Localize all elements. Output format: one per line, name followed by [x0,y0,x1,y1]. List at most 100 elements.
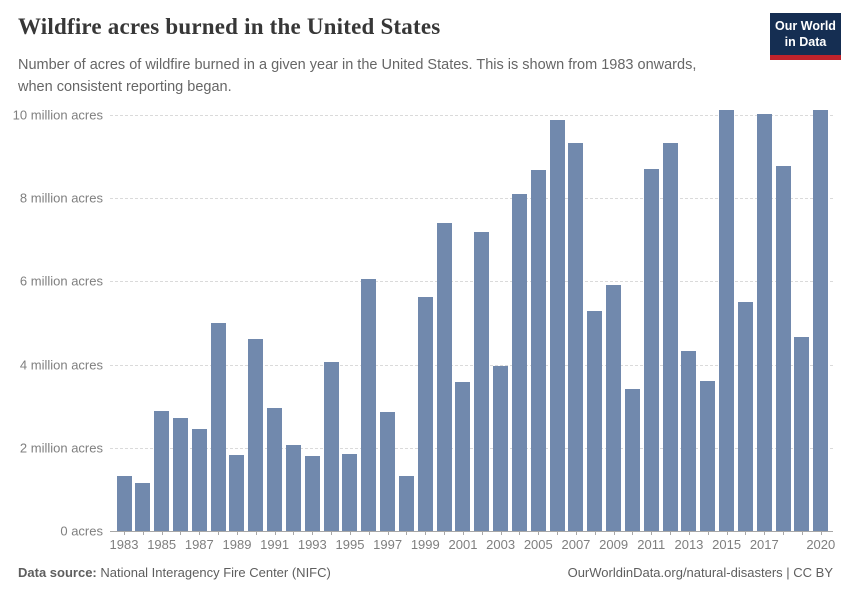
bar-1999[interactable] [417,296,433,531]
bar-1992[interactable] [285,444,301,531]
bar-1984[interactable] [135,483,151,531]
x-axis-tick [387,531,389,535]
bar-1993[interactable] [304,456,320,531]
x-axis-tick [613,531,615,535]
x-axis-tick [124,531,125,535]
x-axis-tick-label: 2001 [448,537,478,552]
x-axis-tick [538,531,540,535]
bar-2020[interactable] [813,109,829,531]
y-gridline [110,447,833,449]
x-axis-tick [218,531,220,535]
bar-1998[interactable] [398,475,414,531]
bar-2019[interactable] [794,336,810,531]
x-axis-tick-label: 1987 [184,537,214,552]
y-gridline [110,115,833,116]
x-axis-tick [425,531,427,535]
x-axis-tick-label: 1995 [335,537,365,552]
bar-2018[interactable] [775,166,791,531]
x-axis-tick-label: 1985 [147,537,177,552]
bar-2014[interactable] [700,381,716,531]
x-axis-tick [557,531,559,535]
y-axis-tick-label: 10 million acres [12,107,103,123]
x-axis-tick-label: 2003 [486,537,516,552]
credit-license-link[interactable]: CC BY [793,565,833,580]
y-axis-tick-label: 2 million acres [19,440,103,456]
x-axis-tick [764,531,766,535]
bar-1996[interactable] [361,278,377,531]
bar-2003[interactable] [493,366,509,531]
x-axis-tick [406,531,408,535]
bar-2002[interactable] [474,232,490,531]
owid-logo-line1: Our World [775,19,836,33]
bar-chart-plot: 0 acres 2 million acres 4 million acres 6 m… [0,100,850,560]
bar-2011[interactable] [643,168,659,531]
x-axis-tick-label: 2017 [749,537,779,552]
x-axis-tick [594,531,596,535]
x-axis-tick [783,531,785,535]
y-gridline [110,281,833,283]
bar-2013[interactable] [681,351,697,531]
bar-1987[interactable] [191,429,207,531]
bar-2000[interactable] [436,223,452,531]
x-axis-tick [274,531,276,535]
x-axis-tick-label: 1997 [373,537,403,552]
chart-subtitle: Number of acres of wildfire burned in a … [18,57,697,95]
x-axis-tick [368,531,370,535]
bar-1989[interactable] [229,454,245,531]
x-axis-tick-label: 2009 [599,537,629,552]
x-axis-tick [481,531,483,535]
x-axis-tick [500,531,502,535]
page-title: Wildfire acres burned in the United Stat… [18,14,441,39]
x-axis-tick [161,531,163,535]
bar-2012[interactable] [662,143,678,531]
bar-2015[interactable] [719,109,735,531]
x-axis-tick-label: 2007 [561,537,591,552]
owid-logo[interactable]: Our World in Data [770,13,841,60]
bar-2008[interactable] [587,310,603,531]
bar-2005[interactable] [530,169,546,531]
bar-2007[interactable] [568,142,584,531]
x-axis-tick-label: 1991 [260,537,290,552]
data-source-value: National Interagency Fire Center (NIFC) [96,565,331,580]
x-axis-tick [444,531,446,535]
credit-url-link[interactable]: OurWorldinData.org/natural-disasters [567,565,783,580]
bar-2010[interactable] [624,388,640,531]
bar-1983[interactable] [116,475,132,531]
x-axis-tick [331,531,333,535]
bar-1994[interactable] [323,361,339,531]
x-axis-tick-label: 2005 [523,537,553,552]
chart-footer: Data source: National Interagency Fire C… [18,565,833,580]
x-axis-tick [349,531,351,535]
bar-1997[interactable] [380,412,396,531]
x-axis-tick-label: 2015 [712,537,742,552]
x-axis-tick [801,531,803,535]
bar-1986[interactable] [172,417,188,531]
x-axis-tick [575,531,577,535]
bar-1991[interactable] [267,408,283,531]
bar-2001[interactable] [455,382,471,531]
y-axis-tick-label: 6 million acres [19,273,103,289]
x-axis-line [110,531,833,532]
x-axis-tick [199,531,201,535]
y-axis-tick-label: 8 million acres [19,190,103,206]
x-axis-tick-label: 1983 [109,537,139,552]
x-axis-tick [688,531,690,535]
x-axis-tick [462,531,464,535]
bar-1985[interactable] [154,410,170,531]
bar-1988[interactable] [210,322,226,531]
x-axis-tick [651,531,653,535]
bar-1995[interactable] [342,454,358,531]
bar-2009[interactable] [606,284,622,531]
bar-2004[interactable] [511,194,527,531]
bar-2017[interactable] [756,113,772,531]
data-source: Data source: National Interagency Fire C… [18,565,331,580]
credit-line: OurWorldinData.org/natural-disasters | C… [568,565,833,580]
x-axis-tick [726,531,728,535]
x-axis-tick [745,531,747,535]
bar-1990[interactable] [248,338,264,531]
bar-2016[interactable] [737,301,753,531]
bar-2006[interactable] [549,120,565,531]
y-axis-tick-label: 0 acres [60,523,103,539]
x-axis-tick-label: 2013 [674,537,704,552]
